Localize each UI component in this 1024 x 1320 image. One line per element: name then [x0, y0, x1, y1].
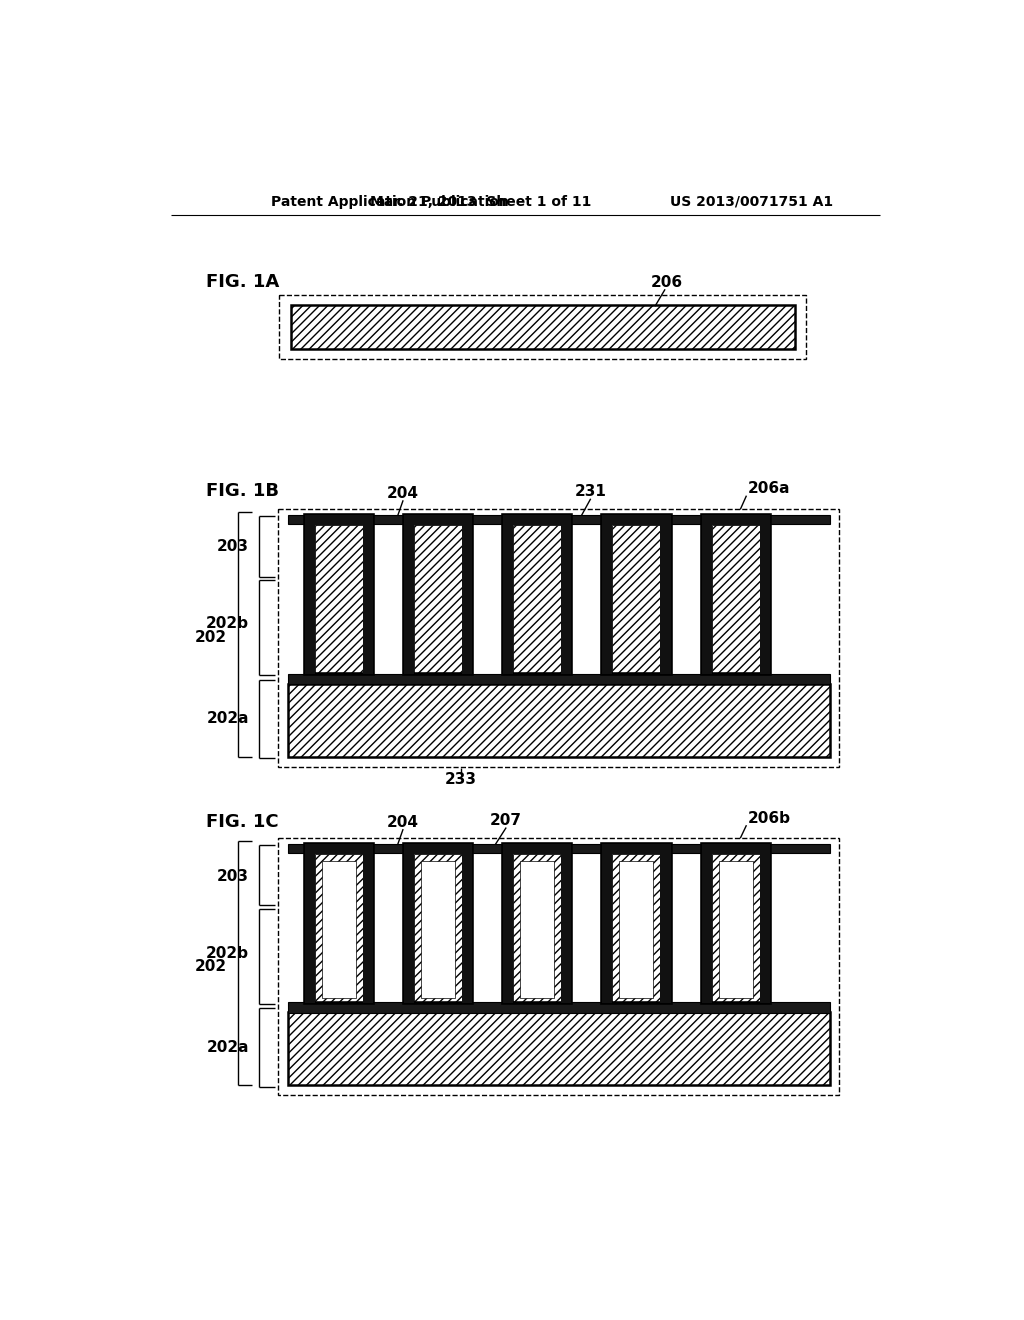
Bar	[561, 854, 571, 1003]
Bar	[503, 843, 571, 1003]
Bar	[503, 515, 571, 675]
Bar	[288, 673, 830, 684]
Text: 202: 202	[196, 960, 227, 974]
Text: 206b: 206b	[748, 810, 791, 826]
Bar	[278, 508, 840, 767]
Text: 202b: 202b	[206, 945, 249, 961]
Bar	[403, 515, 472, 525]
Text: 207: 207	[490, 813, 522, 828]
Text: FIG. 1C: FIG. 1C	[206, 813, 279, 832]
Text: 202b: 202b	[206, 616, 249, 631]
Bar	[462, 854, 472, 1003]
Bar	[602, 843, 671, 854]
Bar	[503, 515, 571, 525]
Bar	[712, 525, 760, 675]
Bar	[701, 843, 770, 1003]
Text: Mar. 21, 2013  Sheet 1 of 11: Mar. 21, 2013 Sheet 1 of 11	[370, 194, 591, 209]
Bar	[414, 525, 462, 675]
Bar	[305, 843, 373, 1003]
Text: 231: 231	[574, 484, 606, 499]
Bar	[288, 1012, 830, 1085]
Text: Patent Application Publication: Patent Application Publication	[271, 194, 509, 209]
Bar	[701, 515, 770, 525]
Bar	[403, 854, 414, 1003]
Bar	[620, 861, 653, 998]
Bar	[503, 843, 571, 854]
Bar	[305, 515, 373, 675]
Bar	[305, 525, 314, 675]
Text: FIG. 1B: FIG. 1B	[206, 482, 279, 500]
Bar	[403, 843, 472, 854]
Text: 203: 203	[217, 539, 249, 554]
Bar	[701, 515, 770, 675]
Bar	[280, 296, 806, 359]
Bar	[602, 515, 671, 675]
Bar	[602, 525, 612, 675]
Bar	[288, 843, 830, 853]
Bar	[421, 861, 455, 998]
Bar	[719, 861, 753, 998]
Text: 206: 206	[650, 275, 683, 290]
Bar	[305, 854, 314, 1003]
Bar	[288, 515, 830, 524]
Bar	[291, 305, 795, 350]
Bar	[602, 515, 671, 525]
Bar	[701, 843, 770, 854]
Bar	[602, 854, 612, 1003]
Text: 204: 204	[387, 814, 419, 830]
Bar	[612, 525, 660, 675]
Bar	[403, 843, 472, 1003]
Bar	[362, 854, 373, 1003]
Bar	[513, 525, 561, 675]
Text: 206a: 206a	[748, 482, 791, 496]
Bar	[414, 854, 462, 1003]
Bar	[712, 854, 760, 1003]
Bar	[314, 525, 362, 675]
Bar	[403, 515, 472, 675]
Text: FIG. 1A: FIG. 1A	[206, 273, 279, 290]
Bar	[513, 854, 561, 1003]
Bar	[760, 854, 770, 1003]
Bar	[288, 684, 830, 756]
Bar	[278, 837, 840, 1096]
Bar	[305, 515, 373, 525]
Bar	[403, 525, 414, 675]
Text: 233: 233	[445, 771, 477, 787]
Bar	[520, 861, 554, 998]
Bar	[760, 525, 770, 675]
Bar	[288, 1002, 830, 1014]
Bar	[322, 861, 356, 998]
Bar	[314, 854, 362, 1003]
Text: 204: 204	[387, 486, 419, 500]
Text: US 2013/0071751 A1: US 2013/0071751 A1	[671, 194, 834, 209]
Bar	[612, 854, 660, 1003]
Bar	[462, 525, 472, 675]
Text: 202: 202	[196, 630, 227, 645]
Bar	[561, 525, 571, 675]
Bar	[660, 525, 671, 675]
Bar	[701, 525, 712, 675]
Text: 202a: 202a	[207, 710, 249, 726]
Bar	[660, 854, 671, 1003]
Bar	[305, 843, 373, 854]
Bar	[362, 525, 373, 675]
Text: 202a: 202a	[207, 1040, 249, 1055]
Text: 203: 203	[217, 869, 249, 883]
Bar	[503, 854, 513, 1003]
Bar	[701, 854, 712, 1003]
Bar	[602, 843, 671, 1003]
Bar	[503, 525, 513, 675]
